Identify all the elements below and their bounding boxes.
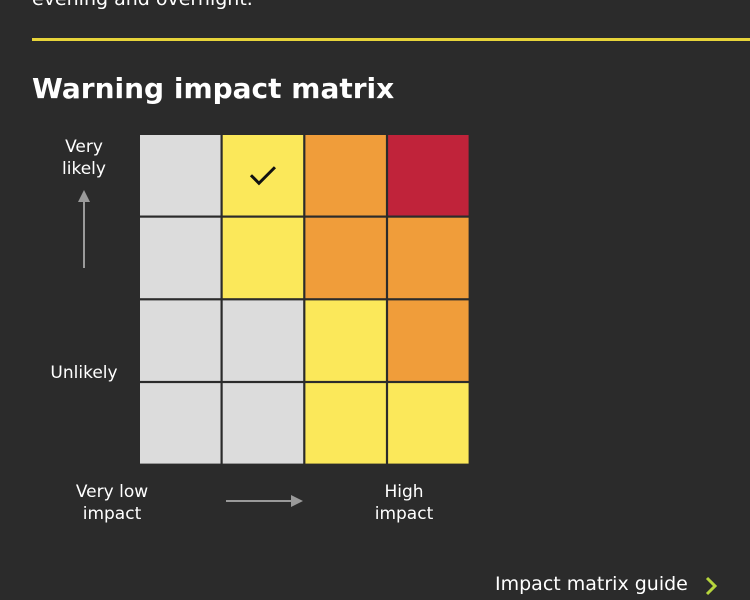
matrix-cell: [305, 383, 386, 464]
matrix-cell: [305, 300, 386, 381]
x-arrow-head: [291, 495, 303, 507]
matrix-cell: [222, 135, 304, 216]
intro-text: evening and overnight.: [32, 0, 253, 10]
matrix-cell: [140, 300, 221, 381]
y-arrow-head: [78, 190, 90, 202]
matrix-cell: [222, 300, 304, 381]
link-chevron[interactable]: [705, 576, 718, 596]
x-left-label: Very low impact: [75, 482, 149, 524]
matrix-cell: [140, 217, 221, 299]
matrix-cell: [140, 135, 221, 216]
matrix-cell: [388, 300, 469, 381]
divider: [32, 38, 750, 41]
y-top-label: Very likely: [62, 137, 106, 179]
y-bottom-label: Unlikely: [50, 363, 118, 383]
matrix-cell: [388, 383, 469, 464]
x-right-label: High impact: [374, 482, 434, 524]
matrix-cell: [305, 135, 386, 216]
matrix-cell: [140, 383, 221, 464]
matrix-cell: [305, 217, 386, 299]
selected-check: [249, 166, 277, 186]
matrix-cell: [388, 217, 469, 299]
matrix-cell: [222, 217, 304, 299]
matrix-cell: [388, 135, 469, 216]
guide-link[interactable]: Impact matrix guide: [495, 573, 688, 595]
matrix-cell: [222, 383, 304, 464]
section-title: Warning impact matrix: [32, 72, 395, 105]
